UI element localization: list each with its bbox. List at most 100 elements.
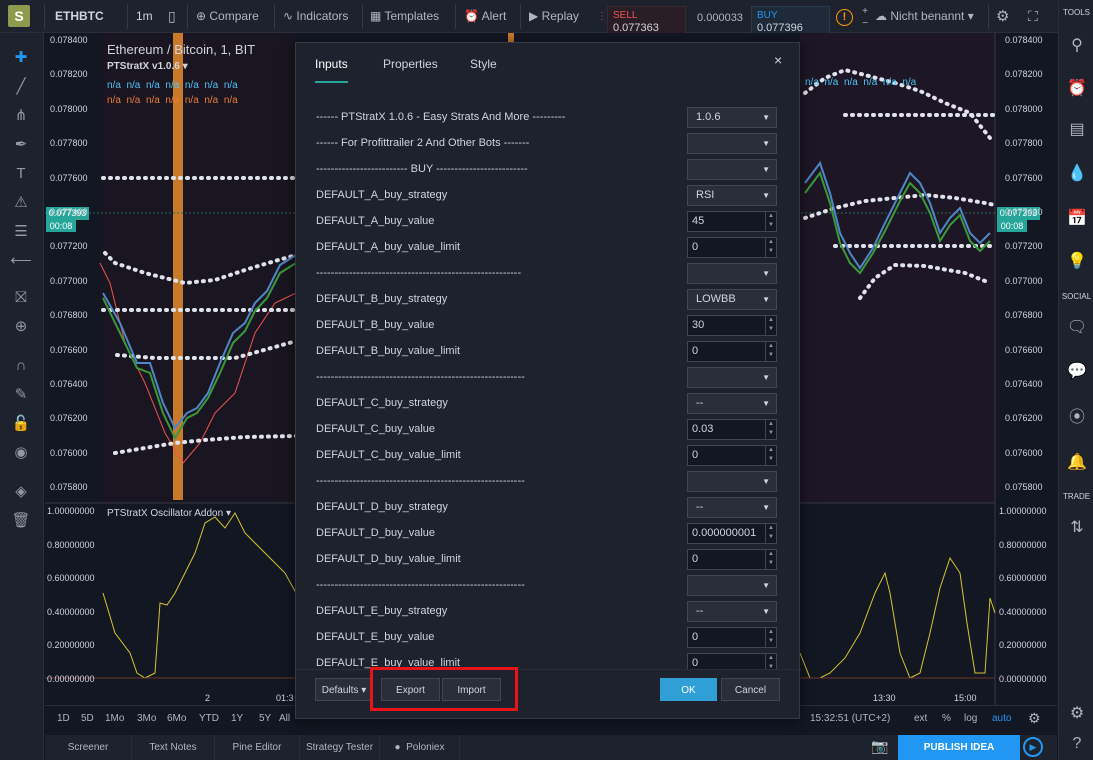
- stay-drawing-icon[interactable]: ✎: [14, 386, 28, 403]
- tab-poloniex[interactable]: ● Poloniex: [380, 735, 460, 760]
- chevron-down-icon[interactable]: ▼: [762, 399, 770, 408]
- chat-icon[interactable]: 🗨: [1066, 319, 1088, 336]
- zoom-in-icon[interactable]: ⊕: [14, 318, 28, 335]
- alert-button[interactable]: ⏰ Alert: [464, 0, 506, 33]
- chevron-down-icon[interactable]: ▼: [762, 139, 770, 148]
- chevron-down-icon[interactable]: ▼: [762, 191, 770, 200]
- option-select[interactable]: ▼: [687, 133, 777, 154]
- range-button[interactable]: All: [279, 713, 291, 724]
- fullscreen-icon[interactable]: ⛶: [1028, 8, 1038, 24]
- value-input[interactable]: 45 ▲ ▼: [687, 211, 777, 232]
- stepper-icon[interactable]: ▲ ▼: [765, 238, 776, 257]
- back-arrow-icon[interactable]: ⟵: [10, 252, 32, 269]
- play-icon[interactable]: ▶: [1023, 737, 1043, 757]
- publish-idea-button[interactable]: PUBLISH IDEA: [898, 735, 1020, 760]
- chevron-down-icon[interactable]: ▼: [762, 581, 770, 590]
- private-chat-icon[interactable]: 💬: [1067, 363, 1087, 380]
- symbol-search[interactable]: ETHBTC: [55, 9, 104, 23]
- percent-toggle[interactable]: %: [942, 713, 951, 724]
- quantity-stepper[interactable]: + −: [862, 6, 868, 29]
- option-select[interactable]: -- ▼: [687, 497, 777, 518]
- sell-button[interactable]: SELL 0.077363: [607, 6, 686, 36]
- ideas-lightbulb-icon[interactable]: 💡: [1067, 253, 1087, 270]
- indicators-button[interactable]: ∿ Indicators: [283, 0, 348, 33]
- option-select[interactable]: RSI ▼: [687, 185, 777, 206]
- auto-toggle[interactable]: auto: [992, 713, 1012, 724]
- scale-settings-gear-icon[interactable]: ⚙: [1028, 710, 1041, 726]
- value-input[interactable]: 0 ▲ ▼: [687, 237, 777, 258]
- chevron-down-icon[interactable]: ▼: [762, 503, 770, 512]
- value-input[interactable]: 0.03 ▲ ▼: [687, 419, 777, 440]
- ok-button[interactable]: OK: [660, 678, 717, 701]
- compare-button[interactable]: ⊕ Compare: [196, 0, 259, 33]
- logo[interactable]: S: [8, 5, 30, 27]
- value-input[interactable]: 0 ▲ ▼: [687, 341, 777, 362]
- chevron-down-icon[interactable]: ▼: [762, 165, 770, 174]
- buy-button[interactable]: BUY 0.077396: [751, 6, 830, 36]
- tab-strategy-tester[interactable]: Strategy Tester: [300, 735, 380, 760]
- pitchfork-icon[interactable]: ⋔: [14, 107, 28, 124]
- eye-icon[interactable]: ◉: [14, 444, 28, 461]
- tab-inputs[interactable]: Inputs: [315, 57, 348, 71]
- help-icon[interactable]: ?: [1072, 735, 1082, 752]
- value-input[interactable]: 0 ▲ ▼: [687, 627, 777, 648]
- replay-button[interactable]: ▶ Replay: [529, 0, 579, 33]
- info-icon[interactable]: !: [836, 9, 853, 26]
- tab-pine-editor[interactable]: Pine Editor: [215, 735, 300, 760]
- value-input[interactable]: 0 ▲ ▼: [687, 549, 777, 570]
- tab-screener[interactable]: Screener: [45, 735, 132, 760]
- templates-button[interactable]: ▦ Templates: [370, 0, 439, 33]
- value-input[interactable]: 0 ▲ ▼: [687, 445, 777, 466]
- range-button[interactable]: YTD: [199, 713, 219, 724]
- option-select[interactable]: ▼: [687, 367, 777, 388]
- log-toggle[interactable]: log: [964, 713, 978, 724]
- layers-icon[interactable]: ◈: [15, 483, 27, 500]
- watchlist-search-icon[interactable]: ⚲: [1071, 37, 1083, 54]
- stepper-icon[interactable]: ▲ ▼: [765, 316, 776, 335]
- crosshair-icon[interactable]: ✚: [14, 49, 28, 66]
- tab-properties[interactable]: Properties: [383, 57, 438, 71]
- chevron-down-icon[interactable]: ▼: [762, 269, 770, 278]
- prediction-icon[interactable]: ☰: [14, 223, 28, 240]
- layout-button[interactable]: ☁ Nicht benannt ▾: [875, 9, 974, 23]
- brush-icon[interactable]: ✒: [14, 136, 28, 153]
- close-icon[interactable]: ×: [774, 52, 783, 68]
- range-button[interactable]: 6Mo: [167, 713, 187, 724]
- streams-icon[interactable]: ⦿: [1068, 409, 1085, 426]
- trash-icon[interactable]: 🗑: [11, 512, 31, 529]
- text-tool-icon[interactable]: T: [16, 165, 26, 182]
- range-button[interactable]: 3Mo: [137, 713, 157, 724]
- option-select[interactable]: ▼: [687, 575, 777, 596]
- magnet-icon[interactable]: ∩: [15, 357, 27, 374]
- cancel-button[interactable]: Cancel: [721, 678, 780, 701]
- inputs-list[interactable]: ------ PTStratX 1.0.6 - Easy Strats And …: [296, 43, 801, 669]
- settings-gear-icon[interactable]: ⚙: [996, 8, 1010, 25]
- chevron-down-icon[interactable]: ▼: [762, 113, 770, 122]
- interval-selector[interactable]: 1m: [136, 9, 153, 23]
- indicator-legend[interactable]: PTStratX v1.0.6 ▾: [107, 61, 188, 72]
- chevron-down-icon[interactable]: ▼: [762, 295, 770, 304]
- option-select[interactable]: -- ▼: [687, 601, 777, 622]
- camera-icon[interactable]: 📷: [871, 738, 889, 754]
- chevron-down-icon[interactable]: ▼: [762, 373, 770, 382]
- option-select[interactable]: -- ▼: [687, 393, 777, 414]
- chevron-down-icon[interactable]: ▼: [762, 477, 770, 486]
- value-input[interactable]: 0.000000001 ▲ ▼: [687, 523, 777, 544]
- stepper-icon[interactable]: ▲ ▼: [765, 524, 776, 543]
- stepper-icon[interactable]: ▲ ▼: [765, 342, 776, 361]
- stepper-icon[interactable]: ▲ ▼: [765, 446, 776, 465]
- value-input[interactable]: 0 ▲ ▼: [687, 653, 777, 669]
- export-button[interactable]: Export: [381, 678, 440, 701]
- value-input[interactable]: 30 ▲ ▼: [687, 315, 777, 336]
- range-button[interactable]: 1Mo: [105, 713, 125, 724]
- pattern-icon[interactable]: ⚠: [14, 194, 28, 211]
- stepper-icon[interactable]: ▲ ▼: [765, 550, 776, 569]
- range-button[interactable]: 5D: [81, 713, 94, 724]
- stepper-icon[interactable]: ▲ ▼: [765, 420, 776, 439]
- stepper-icon[interactable]: ▲ ▼: [765, 212, 776, 231]
- lock-icon[interactable]: 🔓: [11, 415, 31, 432]
- stepper-icon[interactable]: ▲ ▼: [765, 628, 776, 647]
- tab-style[interactable]: Style: [470, 57, 497, 71]
- bug-icon[interactable]: ⚙: [1069, 705, 1085, 722]
- import-button[interactable]: Import: [442, 678, 501, 701]
